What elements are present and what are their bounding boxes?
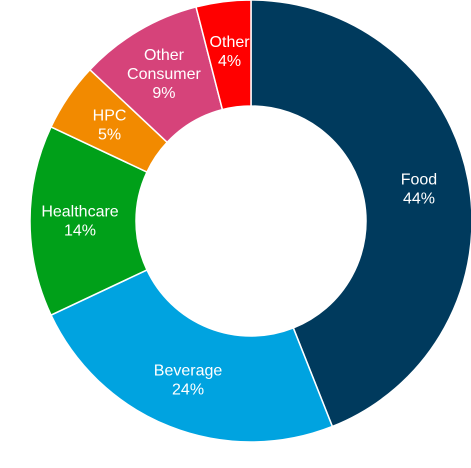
slice-value-4: 9%: [152, 85, 175, 102]
slice-value-3: 5%: [98, 126, 121, 143]
donut-slice-1: [50, 268, 334, 443]
slice-label-4: Other Consumer 9%: [127, 47, 201, 102]
slice-label-0: Food 44%: [401, 171, 437, 207]
donut-slice-5: [195, 0, 252, 111]
slice-label-1: Beverage 24%: [154, 362, 223, 398]
donut-slice-0: [250, 0, 471, 428]
slice-name-1-line-0: Beverage: [154, 362, 223, 379]
slice-name-2-line-0: Healthcare: [41, 204, 118, 221]
slice-label-3: HPC 5%: [93, 107, 127, 143]
slice-name-0-line-0: Food: [401, 171, 437, 188]
slice-value-5: 4%: [218, 53, 241, 70]
slice-label-2: Healthcare 14%: [41, 204, 118, 240]
slice-name-4-line-1: Consumer: [127, 66, 201, 83]
slice-name-4-line-0: Other: [144, 47, 185, 64]
slice-label-5: Other 4%: [210, 34, 251, 70]
slice-value-1: 24%: [172, 381, 204, 398]
slice-value-0: 44%: [403, 190, 435, 207]
slice-value-2: 14%: [64, 223, 96, 240]
slice-name-3-line-0: HPC: [93, 107, 127, 124]
slice-name-5-line-0: Other: [210, 34, 251, 51]
